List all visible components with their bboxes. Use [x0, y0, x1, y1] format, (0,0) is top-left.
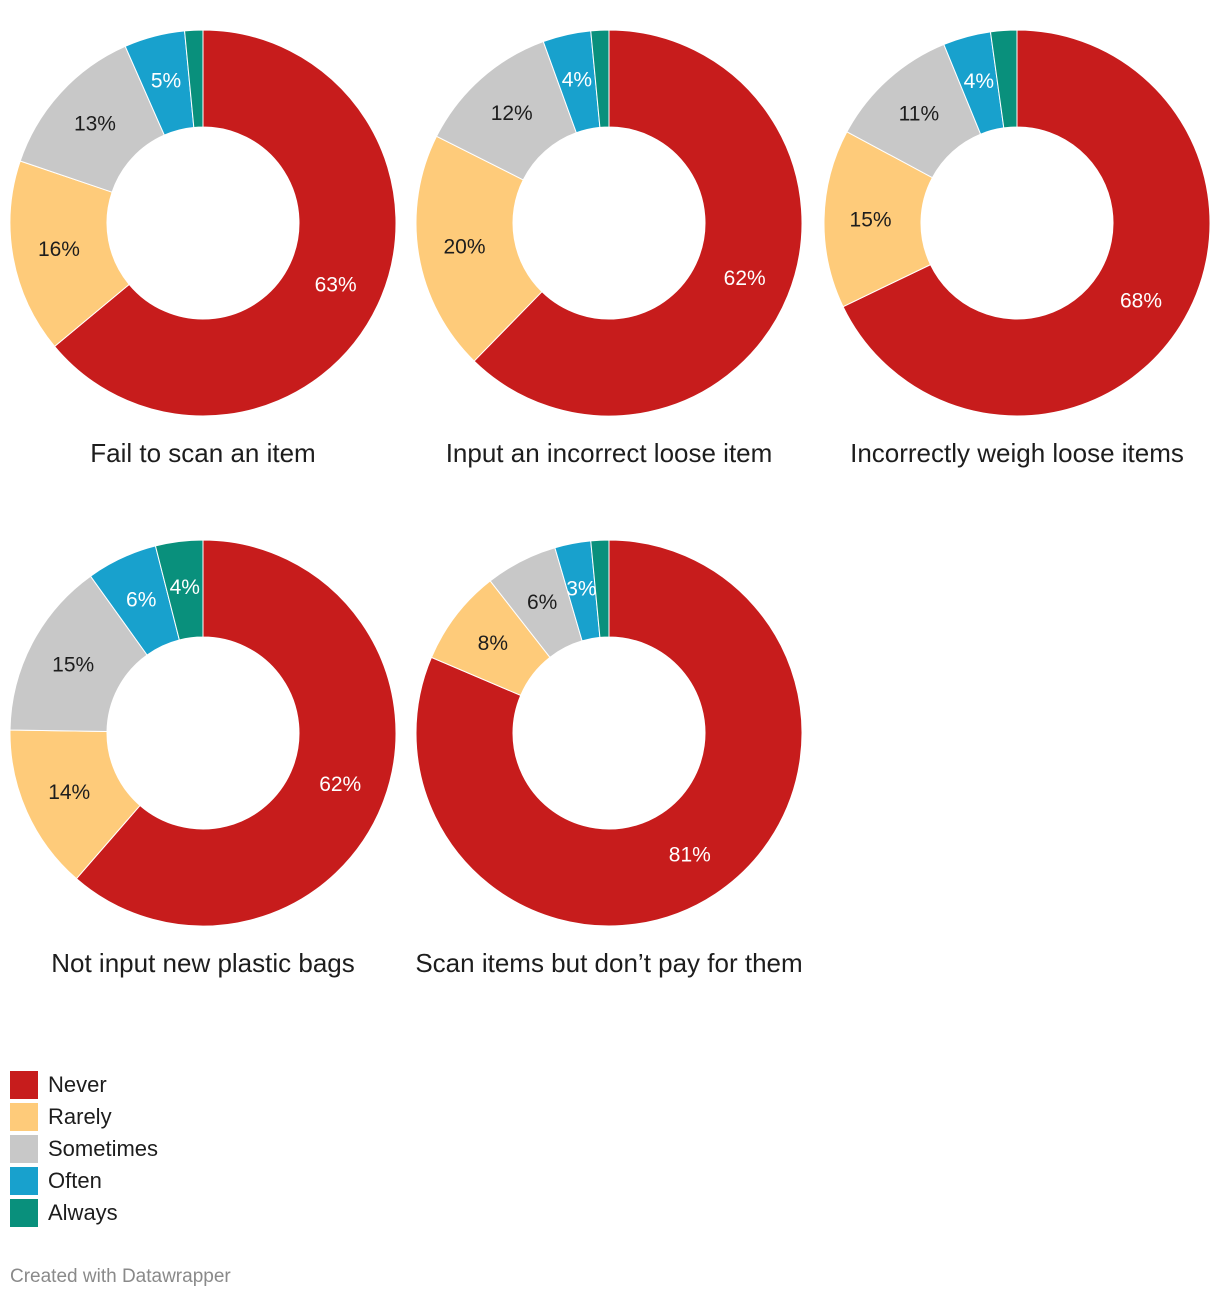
slice-label-rarely: 8% [478, 632, 508, 655]
legend-label: Sometimes [48, 1136, 159, 1161]
slice-label-never: 63% [315, 274, 357, 297]
chart-title-scan-not-pay: Scan items but don’t pay for them [415, 948, 803, 978]
slice-label-often: 4% [562, 69, 592, 92]
legend-item-never: Never [10, 1069, 158, 1101]
legend-label: Often [48, 1168, 102, 1193]
slice-never[interactable] [473, 29, 803, 417]
slice-always[interactable] [590, 29, 610, 128]
slice-label-sometimes: 11% [899, 103, 939, 126]
legend: Never Rarely Sometimes Often Always [10, 1069, 158, 1229]
donut-chart-2: 62% 20% 12% 4% [415, 29, 803, 417]
slice-label-rarely: 16% [38, 238, 80, 261]
slice-always[interactable] [184, 29, 204, 128]
slice-label-rarely: 15% [850, 208, 892, 231]
slice-label-never: 81% [669, 844, 711, 867]
chart-title-plastic-bags: Not input new plastic bags [51, 948, 355, 978]
slice-rarely[interactable] [9, 160, 130, 348]
slice-always[interactable] [154, 539, 204, 641]
legend-label: Rarely [48, 1104, 112, 1129]
legend-swatch-always [10, 1199, 38, 1227]
legend-swatch-sometimes [10, 1135, 38, 1163]
slice-label-rarely: 14% [48, 781, 90, 804]
datawrapper-credit[interactable]: Created with Datawrapper [10, 1266, 231, 1287]
slice-label-rarely: 20% [443, 236, 485, 259]
slice-label-often: 3% [566, 578, 596, 601]
slice-label-sometimes: 6% [527, 591, 557, 614]
legend-item-rarely: Rarely [10, 1101, 158, 1133]
slice-label-sometimes: 13% [74, 113, 116, 136]
donut-chart-4: 62% 14% 15% 6% 4% [9, 539, 397, 927]
slice-never[interactable] [415, 539, 803, 927]
legend-swatch-never [10, 1071, 38, 1099]
slice-label-never: 68% [1120, 289, 1162, 312]
slice-always[interactable] [989, 29, 1018, 129]
legend-item-always: Always [10, 1197, 158, 1229]
slice-label-often: 6% [126, 589, 156, 612]
legend-label: Always [48, 1200, 118, 1225]
slice-label-sometimes: 15% [52, 654, 94, 677]
legend-item-often: Often [10, 1165, 158, 1197]
donut-chart-3: 68% 15% 11% 4% [823, 29, 1211, 417]
slice-label-often: 5% [151, 70, 181, 93]
donut-chart-1: 63% 16% 13% 5% [9, 29, 397, 417]
slice-sometimes[interactable] [9, 575, 148, 733]
slice-label-often: 4% [964, 70, 994, 93]
slice-label-sometimes: 12% [491, 102, 533, 125]
slice-never[interactable] [75, 539, 397, 927]
slice-label-never: 62% [724, 267, 766, 290]
chart-title-incorrectly-weigh: Incorrectly weigh loose items [850, 438, 1184, 468]
chart-title-incorrect-loose-item: Input an incorrect loose item [445, 438, 773, 468]
slice-always[interactable] [590, 539, 610, 638]
slice-never[interactable] [53, 29, 397, 417]
donut-charts: 63% 16% 13% 5% 62% 20% 12% 4% 68% 15% 11% 4% 62% 14% 1… [9, 29, 1211, 927]
slice-never[interactable] [842, 29, 1211, 417]
slice-label-never: 62% [319, 773, 361, 796]
legend-swatch-rarely [10, 1103, 38, 1131]
chart-title-fail-to-scan: Fail to scan an item [90, 438, 316, 468]
legend-swatch-often [10, 1167, 38, 1195]
legend-label: Never [48, 1072, 107, 1097]
legend-item-sometimes: Sometimes [10, 1133, 158, 1165]
slice-label-always: 4% [170, 576, 200, 599]
slice-rarely[interactable] [415, 135, 543, 362]
donut-chart-5: 81% 8% 6% 3% [415, 539, 803, 927]
